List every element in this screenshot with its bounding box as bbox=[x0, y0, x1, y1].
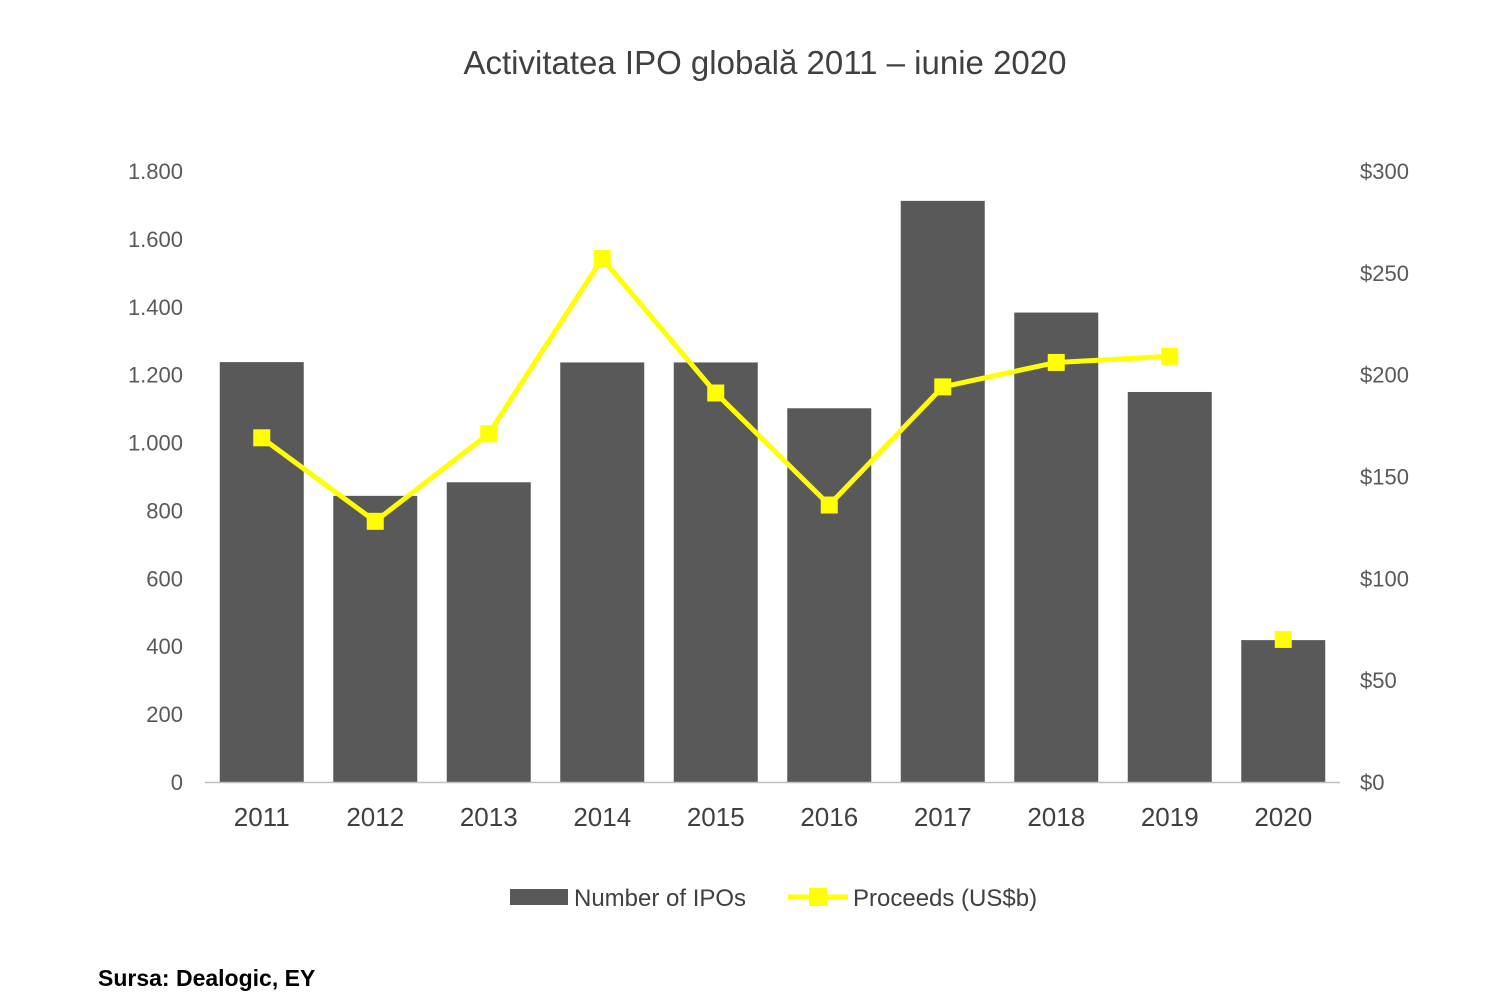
bar-2016 bbox=[787, 408, 872, 782]
bar-2018 bbox=[1014, 312, 1099, 782]
right-tick-label: $300 bbox=[1360, 159, 1409, 184]
legend: Number of IPOs Proceeds (US$b) bbox=[510, 885, 1037, 912]
right-tick-label: $250 bbox=[1360, 261, 1409, 286]
left-tick-label: 1.600 bbox=[128, 227, 183, 252]
proceeds-marker-2015 bbox=[707, 384, 725, 402]
x-tick-label-2019: 2019 bbox=[1141, 802, 1199, 832]
x-tick-label-2012: 2012 bbox=[346, 802, 404, 832]
left-tick-label: 0 bbox=[171, 770, 183, 795]
x-tick-label-2013: 2013 bbox=[460, 802, 518, 832]
left-tick-label: 400 bbox=[146, 634, 183, 659]
proceeds-marker-2014 bbox=[593, 250, 611, 268]
left-tick-label: 1.800 bbox=[128, 159, 183, 184]
proceeds-marker-2016 bbox=[820, 496, 838, 514]
right-tick-label: $150 bbox=[1360, 465, 1409, 490]
x-tick-label-2016: 2016 bbox=[800, 802, 858, 832]
left-tick-label: 600 bbox=[146, 566, 183, 591]
proceeds-marker-2020 bbox=[1274, 630, 1292, 648]
right-tick-label: $50 bbox=[1360, 668, 1397, 693]
right-tick-label: $100 bbox=[1360, 566, 1409, 591]
legend-swatch-ipos bbox=[510, 889, 568, 905]
left-axis-ticks: 0 200 400 600 800 1.000 1.200 1.400 1.600 1.800 bbox=[128, 159, 183, 795]
x-tick-label-2011: 2011 bbox=[234, 802, 290, 832]
x-tick-label-2018: 2018 bbox=[1027, 802, 1085, 832]
proceeds-marker-2012 bbox=[366, 512, 384, 530]
proceeds-marker-2017 bbox=[934, 378, 952, 396]
left-tick-label: 1.200 bbox=[128, 363, 183, 388]
left-tick-label: 1.000 bbox=[128, 431, 183, 456]
x-axis-ticks: 2011 2012 2013 2014 2015 2016 2017 2018 2019 2020 bbox=[234, 802, 1312, 832]
proceeds-marker-2013 bbox=[480, 425, 498, 443]
proceeds-marker-2011 bbox=[253, 429, 271, 447]
legend-label-proceeds: Proceeds (US$b) bbox=[853, 885, 1037, 912]
legend-label-ipos: Number of IPOs bbox=[574, 885, 746, 912]
proceeds-marker-2018 bbox=[1047, 353, 1065, 371]
x-tick-label-2015: 2015 bbox=[687, 802, 745, 832]
x-tick-label-2020: 2020 bbox=[1254, 802, 1312, 832]
bars-layer bbox=[219, 200, 1326, 783]
line-layer bbox=[253, 250, 1292, 648]
bar-2011 bbox=[219, 362, 304, 782]
source-note: Sursa: Dealogic, EY bbox=[98, 965, 316, 991]
right-tick-label: $0 bbox=[1360, 770, 1384, 795]
x-tick-label-2014: 2014 bbox=[573, 802, 631, 832]
left-tick-label: 200 bbox=[146, 702, 183, 727]
left-tick-label: 800 bbox=[146, 498, 183, 523]
left-tick-label: 1.400 bbox=[128, 295, 183, 320]
x-tick-label-2017: 2017 bbox=[914, 802, 972, 832]
right-axis-ticks: $0 $50 $100 $150 $200 $250 $300 bbox=[1360, 159, 1409, 795]
chart-title: Activitatea IPO globală 2011 – iunie 202… bbox=[463, 44, 1067, 81]
proceeds-marker-2019 bbox=[1161, 347, 1179, 365]
right-tick-label: $200 bbox=[1360, 363, 1409, 388]
bar-2014 bbox=[560, 362, 645, 782]
bar-2020 bbox=[1241, 640, 1326, 782]
bar-2015 bbox=[673, 362, 758, 782]
bar-2013 bbox=[446, 482, 531, 782]
bar-2019 bbox=[1127, 391, 1212, 782]
bar-2012 bbox=[333, 495, 418, 782]
bar-2017 bbox=[900, 200, 985, 783]
legend-swatch-proceeds-marker bbox=[809, 888, 827, 906]
